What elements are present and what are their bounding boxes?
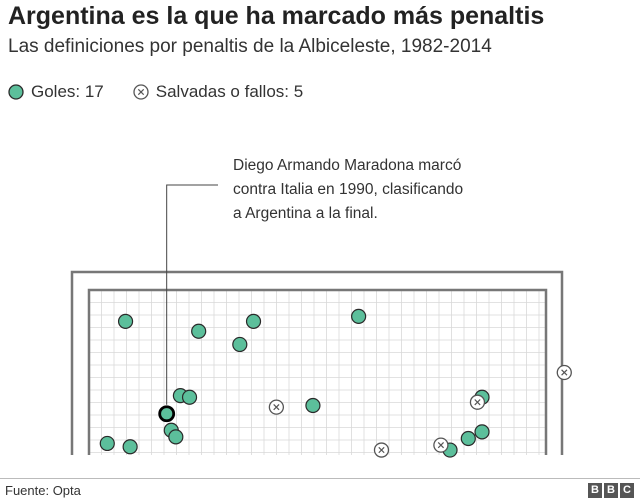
goal-point xyxy=(351,308,367,324)
missed-point-cross xyxy=(273,404,280,411)
bbc-logo-letter: C xyxy=(620,483,634,498)
legend-missed-label: Salvadas o fallos: 5 xyxy=(155,82,304,101)
goal-inner-frame xyxy=(87,288,548,455)
goal-point xyxy=(460,430,476,447)
goal-point-highlight xyxy=(158,405,176,423)
missed-point xyxy=(373,442,390,458)
goal-point xyxy=(181,389,198,405)
missed-point xyxy=(433,437,449,453)
goal-point xyxy=(117,313,134,329)
source-label: Fuente: Opta xyxy=(5,483,81,498)
legend: Goles: 17 Salvadas o fallos: 5 xyxy=(7,82,331,102)
annotation-line: a Argentina a la final. xyxy=(233,205,378,222)
chart-title: Argentina es la que ha marcado más penal… xyxy=(8,2,545,30)
missed-point-cross xyxy=(378,446,385,454)
legend-goals-label: Goles: 17 xyxy=(31,82,104,101)
goal-frame xyxy=(70,270,564,455)
goal-point xyxy=(245,313,262,329)
bbc-logo-letter: B xyxy=(604,483,618,498)
legend-goals: Goles: 17 xyxy=(7,82,104,102)
missed-point-cross xyxy=(561,369,568,376)
goal-point xyxy=(99,435,115,452)
missed-point xyxy=(268,399,285,415)
missed-point xyxy=(469,394,486,410)
missed-point xyxy=(556,364,572,381)
goal-outer-frame xyxy=(70,270,564,455)
goal-point xyxy=(168,429,184,445)
annotation-leader xyxy=(166,184,218,405)
missed-point-cross xyxy=(437,441,445,449)
legend-missed: Salvadas o fallos: 5 xyxy=(132,82,303,102)
penalty-chart xyxy=(70,184,572,458)
goal-point xyxy=(191,323,207,339)
chart-subtitle: Las definiciones por penaltis de la Albi… xyxy=(8,36,492,57)
goal-point xyxy=(122,439,138,455)
annotation-line: contra Italia en 1990, clasificando xyxy=(233,181,464,198)
bbc-logo-letter: B xyxy=(588,483,602,498)
missed-point-cross xyxy=(474,399,481,406)
goal-point xyxy=(232,336,248,353)
annotation-line: Diego Armando Maradona marcó xyxy=(233,157,462,174)
goal-point xyxy=(474,424,490,440)
missed-marker-icon xyxy=(133,84,149,100)
annotation-leader-line xyxy=(166,184,218,405)
penalty-marks xyxy=(99,308,572,458)
footer: Fuente: Opta B B C xyxy=(0,478,640,502)
maradona-annotation: Diego Armando Maradona marcó contra Ital… xyxy=(233,154,533,226)
goal-point xyxy=(305,397,321,414)
goal-marker-icon xyxy=(8,84,24,100)
bbc-logo: B B C xyxy=(586,483,634,498)
